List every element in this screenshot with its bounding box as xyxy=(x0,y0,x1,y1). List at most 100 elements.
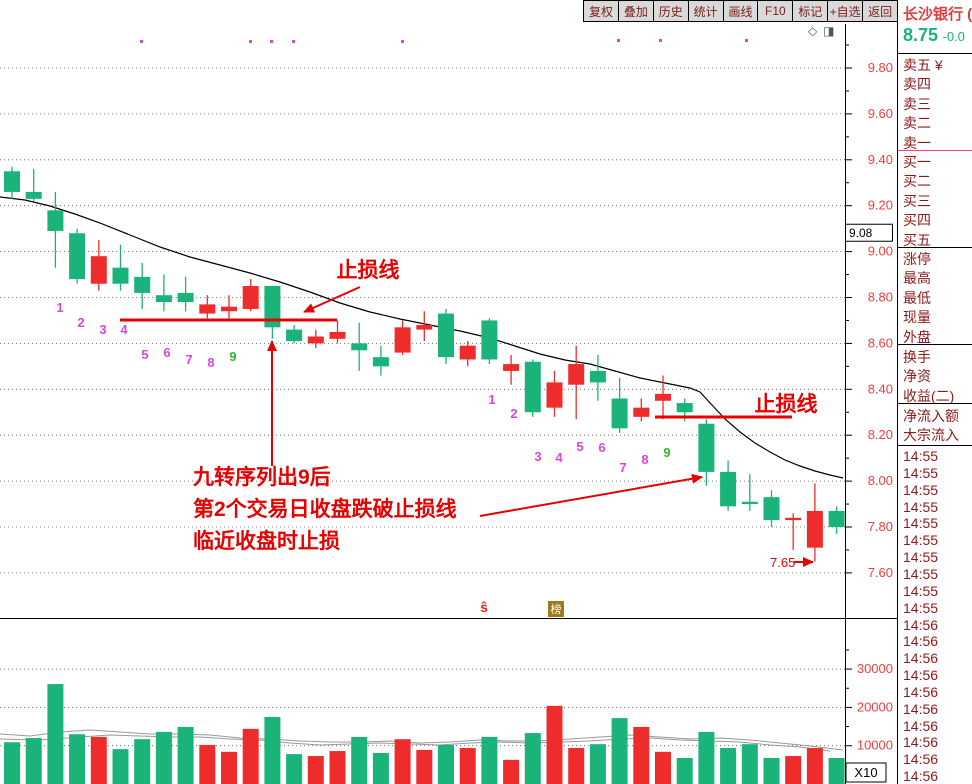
candle xyxy=(416,325,433,330)
toolbar-button-fanhui[interactable]: 返回 xyxy=(863,1,898,21)
candle xyxy=(221,306,237,312)
toolbar-button-tongji[interactable]: 统计 xyxy=(688,1,724,21)
annotation-arrow xyxy=(479,473,703,517)
candle xyxy=(264,286,281,328)
volume-bar xyxy=(546,705,563,784)
candlestick-chart[interactable]: 9.80 9.60 9.40 9.20 9.00 8.80 8.60 8.40 8.20 8.00… xyxy=(0,0,897,784)
candle xyxy=(524,361,541,413)
quote-row: 卖三 xyxy=(903,95,931,112)
volume-bar xyxy=(568,747,585,784)
candle xyxy=(155,295,172,303)
quote-row: 换手 xyxy=(903,349,931,365)
prev-close-label: 9.08 xyxy=(849,226,873,240)
time-item: 14:56 xyxy=(903,700,939,717)
volume-bar xyxy=(416,749,433,784)
time-item: 14:55 xyxy=(903,582,939,599)
candle xyxy=(568,364,585,385)
price-tick-label: 9.60 xyxy=(868,106,893,121)
time-item: 14:55 xyxy=(903,464,939,481)
candle xyxy=(438,313,454,358)
time-item: 14:55 xyxy=(903,549,939,566)
annotation-text: 临近收盘时止损 xyxy=(193,529,340,553)
toolbar-button-f10[interactable]: F10 xyxy=(758,1,794,21)
time-item: 14:55 xyxy=(903,481,939,498)
candle xyxy=(481,320,498,360)
volume-ma-line xyxy=(0,734,831,752)
candle xyxy=(47,210,64,231)
toolbar-button-huaxian[interactable]: 画线 xyxy=(723,1,759,21)
rank-icon-label: 榜 xyxy=(551,602,562,616)
volume-bar xyxy=(676,757,693,784)
low-price-label: 7.65 xyxy=(770,555,795,570)
candle xyxy=(655,393,671,401)
volume-bar xyxy=(90,736,107,784)
sequence-number: 3 xyxy=(534,449,541,464)
quote-row: 卖一 xyxy=(903,134,931,151)
panel-divider xyxy=(898,403,972,404)
volume-bar xyxy=(741,744,758,784)
quote-row: 大宗流入 xyxy=(903,427,959,444)
toolbar-button-diejia[interactable]: 叠加 xyxy=(618,1,654,21)
toolbar-button-fuquan[interactable]: 复权 xyxy=(584,1,619,21)
price-tick-label: 8.20 xyxy=(868,427,893,442)
time-item: 14:56 xyxy=(903,667,939,684)
time-item: 14:55 xyxy=(903,532,939,549)
sequence-number: 5 xyxy=(576,439,583,454)
sequence-number: 4 xyxy=(555,450,563,465)
volume-bar xyxy=(199,744,216,784)
quote-row: 涨停 xyxy=(903,251,931,267)
volume-bar xyxy=(481,736,498,784)
candle xyxy=(741,501,758,505)
diamond-icon[interactable]: ◇ xyxy=(808,24,818,38)
top-toolbar: 复权 叠加 历史 统计 画线 F10 标记 +自选 返回 xyxy=(583,0,898,22)
volume-bar xyxy=(720,747,737,784)
candle xyxy=(372,357,389,367)
time-item: 14:56 xyxy=(903,616,939,633)
sequence-number: 8 xyxy=(641,452,648,467)
price-row: 8.75 -0.0 xyxy=(903,25,965,46)
volume-bar xyxy=(806,747,823,784)
volume-bar xyxy=(655,751,671,784)
time-item: 14:55 xyxy=(903,515,939,532)
candle xyxy=(589,370,606,383)
sequence-number: 2 xyxy=(510,406,517,421)
sequence-number: 7 xyxy=(619,460,626,475)
candle xyxy=(25,191,42,199)
marker-dot xyxy=(401,40,404,43)
panel-divider xyxy=(898,53,972,54)
volume-bar xyxy=(25,738,42,784)
candle xyxy=(394,327,411,353)
rank-icon xyxy=(548,601,564,617)
candle xyxy=(351,343,368,351)
toolbar-button-lishi[interactable]: 历史 xyxy=(653,1,689,21)
candle xyxy=(329,331,346,339)
prev-close-box xyxy=(845,223,893,242)
volume-bar xyxy=(524,733,541,784)
panel-toggle-icon[interactable]: ◨ xyxy=(823,24,835,38)
toolbar-button-biaoji[interactable]: 标记 xyxy=(793,1,829,21)
sequence-number: 2 xyxy=(77,315,84,330)
candle xyxy=(242,286,259,309)
quote-row: 买三 xyxy=(903,192,931,209)
volume-bar xyxy=(763,757,780,784)
security-name[interactable]: 长沙银行 ( xyxy=(903,6,972,23)
volume-bar xyxy=(394,739,411,784)
price-tick-label: 8.80 xyxy=(868,290,893,305)
volume-bar xyxy=(4,742,20,784)
candle xyxy=(763,497,780,521)
annotation-text: 第2个交易日收盘跌破止损线 xyxy=(193,497,457,521)
quote-row: 现量 xyxy=(903,309,931,326)
price-tick-label: 9.80 xyxy=(868,60,893,75)
candle xyxy=(69,233,86,280)
sequence-number: 9 xyxy=(229,349,236,364)
sequence-number: 7 xyxy=(185,352,192,367)
quote-row: 买五 xyxy=(903,231,931,248)
annotation-text: 九转序列出9后 xyxy=(192,465,331,489)
toolbar-button-zixuan[interactable]: +自选 xyxy=(828,1,864,21)
sequence-number: 1 xyxy=(56,300,63,315)
quote-row: 外盘 xyxy=(903,328,931,345)
candle xyxy=(4,171,20,192)
quote-row: 最低 xyxy=(903,289,931,306)
marker-dot xyxy=(617,39,620,42)
volume-bar xyxy=(611,718,628,784)
